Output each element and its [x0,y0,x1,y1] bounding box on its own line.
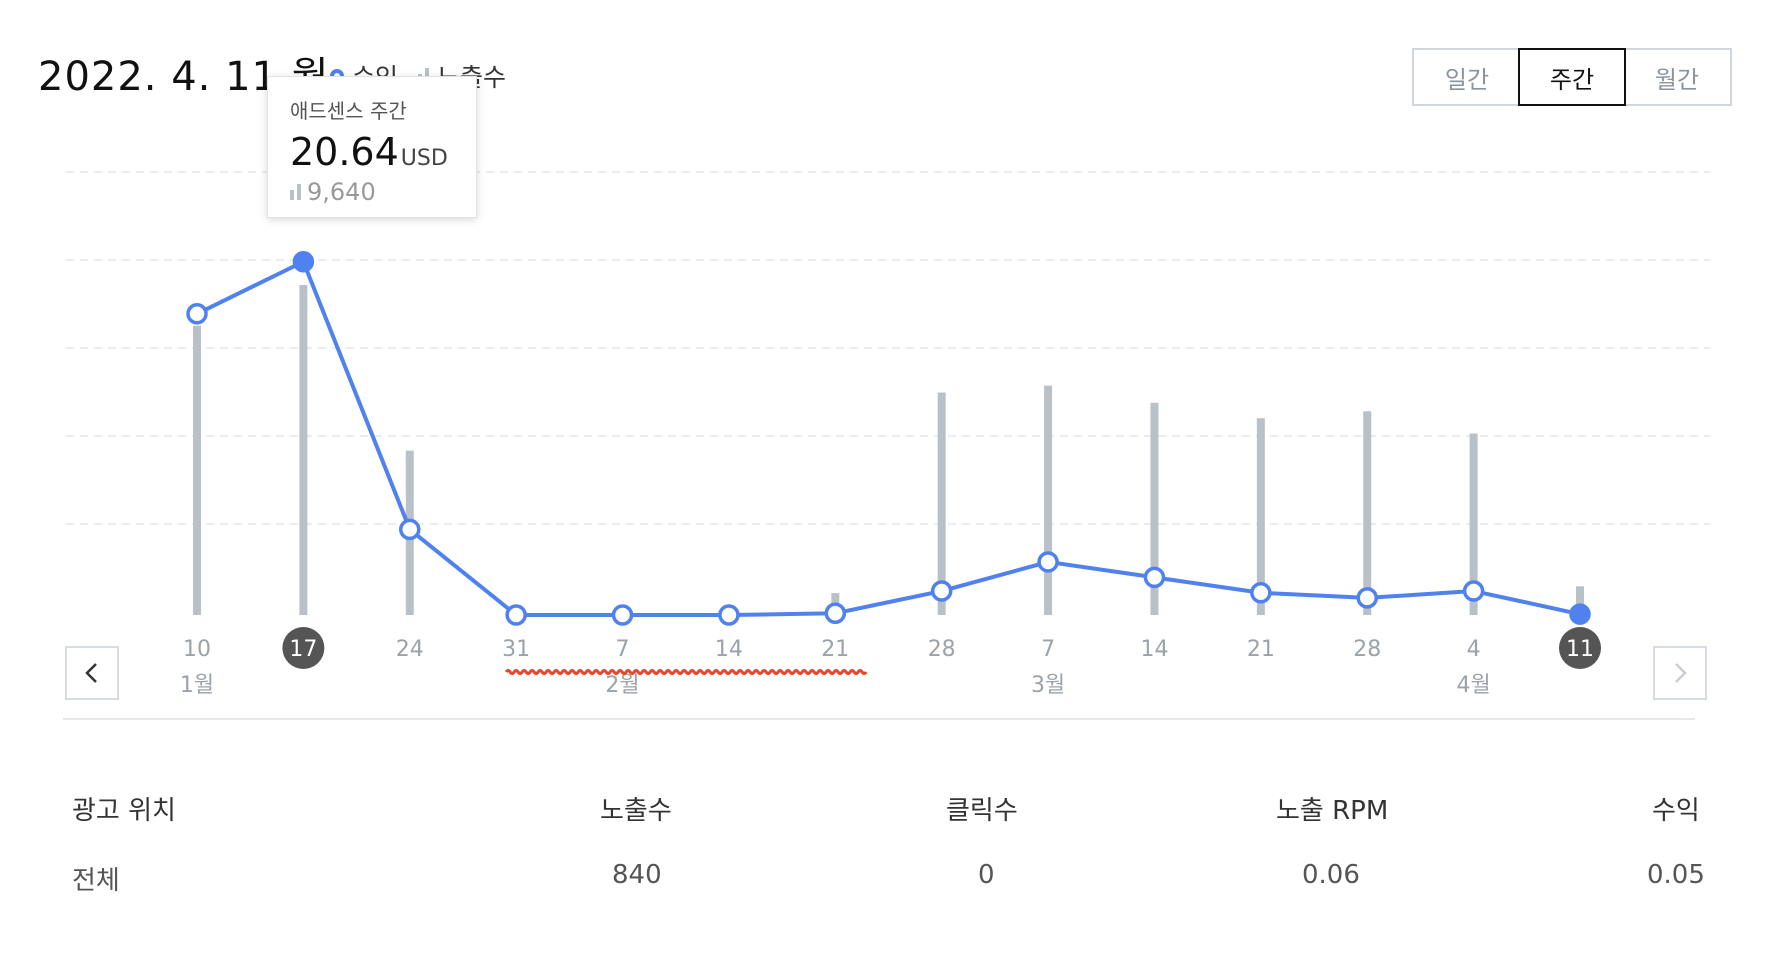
x-tick-label: 14 [715,637,743,662]
impressions-bar [1363,411,1372,615]
x-tick-label: 7 [1041,637,1055,662]
impressions-bar [1576,586,1584,615]
x-tick-label: 10 [183,637,211,662]
column-header-clicks: 클릭수 [946,796,1018,826]
table-row: 전체 840 0 0.06 0.05 [72,860,1705,930]
month-label: 4월 [1456,673,1490,698]
revenue-point [505,604,527,626]
x-tick-label: 31 [502,637,530,662]
selected-week-badge [1559,627,1601,669]
tooltip-impressions: 9,640 [307,178,376,206]
tooltip-unit: USD [400,146,448,171]
x-tick-label: 28 [1353,637,1381,662]
x-tick-label: 14 [1140,637,1168,662]
tooltip-value: 20.64 [290,130,399,174]
prev-period-button[interactable] [65,646,119,700]
x-tick-label: 21 [1247,637,1275,662]
impressions-bar-icon [290,184,301,200]
revenue-point [1250,582,1272,604]
row-clicks: 0 [978,860,995,890]
row-rpm: 0.06 [1302,860,1360,890]
revenue-point [1569,603,1591,625]
revenue-point [1037,551,1059,573]
tooltip-value-row: 20.64USD [290,130,454,174]
x-tick-label: 17 [289,637,317,662]
x-tick-label: 7 [616,637,630,662]
selected-week-badge [282,627,325,669]
impressions-bar [1256,418,1265,615]
section-divider [63,718,1695,720]
impressions-bar [937,392,946,615]
red-underline-mark [504,669,868,675]
impressions-bar [1469,433,1478,615]
period-weekly-button[interactable]: 주간 [1518,48,1626,106]
revenue-line [196,259,1581,617]
revenue-point [1143,566,1166,589]
impressions-bar [193,325,201,615]
revenue-point [824,602,847,625]
row-revenue: 0.05 [1647,860,1705,890]
tooltip-impressions-row: 9,640 [290,178,454,206]
chevron-right-icon [1675,663,1687,683]
revenue-point [292,250,315,273]
x-tick-label: 21 [821,637,849,662]
month-label: 2월 [605,673,639,698]
revenue-point [930,580,953,602]
summary-table: 광고 위치 노출수 클릭수 노출 RPM 수익 전체 840 0 0.06 0.… [72,790,1705,930]
table-header-row: 광고 위치 노출수 클릭수 노출 RPM 수익 [72,790,1700,860]
tooltip-title: 애드센스 주간 [290,99,407,123]
revenue-point [186,303,208,325]
column-header-placement: 광고 위치 [72,796,176,826]
period-toggle: 일간 주간 월간 [1412,48,1732,106]
impressions-bar [1150,402,1159,615]
column-header-impressions: 노출수 [600,796,672,826]
x-tick-label: 11 [1566,637,1594,662]
revenue-point [611,604,634,626]
revenue-point [718,604,740,626]
x-tick-label: 28 [928,637,956,662]
row-impressions: 840 [612,860,662,890]
revenue-point [399,518,421,541]
column-header-revenue: 수익 [1652,796,1700,826]
month-label: 3월 [1031,673,1065,698]
chevron-left-icon [85,663,97,683]
x-tick-label: 4 [1467,637,1481,662]
revenue-point [1356,587,1378,609]
period-daily-button[interactable]: 일간 [1414,50,1520,104]
chart-tooltip: 애드센스 주간 20.64USD 9,640 [267,76,477,218]
impressions-bar [1044,385,1053,615]
x-tick-label: 24 [396,637,424,662]
next-period-button[interactable] [1653,646,1707,700]
weekly-revenue-chart: 10 17 24 31 7 14 21 28 7 14 21 28 4 11 1월 2월 3월 4월 [66,171,1710,698]
revenue-point [1462,580,1485,602]
month-label: 1월 [180,673,214,698]
period-monthly-button[interactable]: 월간 [1624,50,1730,104]
row-placement: 전체 [72,866,120,896]
column-header-rpm: 노출 RPM [1276,796,1389,826]
impressions-bar [299,285,308,615]
